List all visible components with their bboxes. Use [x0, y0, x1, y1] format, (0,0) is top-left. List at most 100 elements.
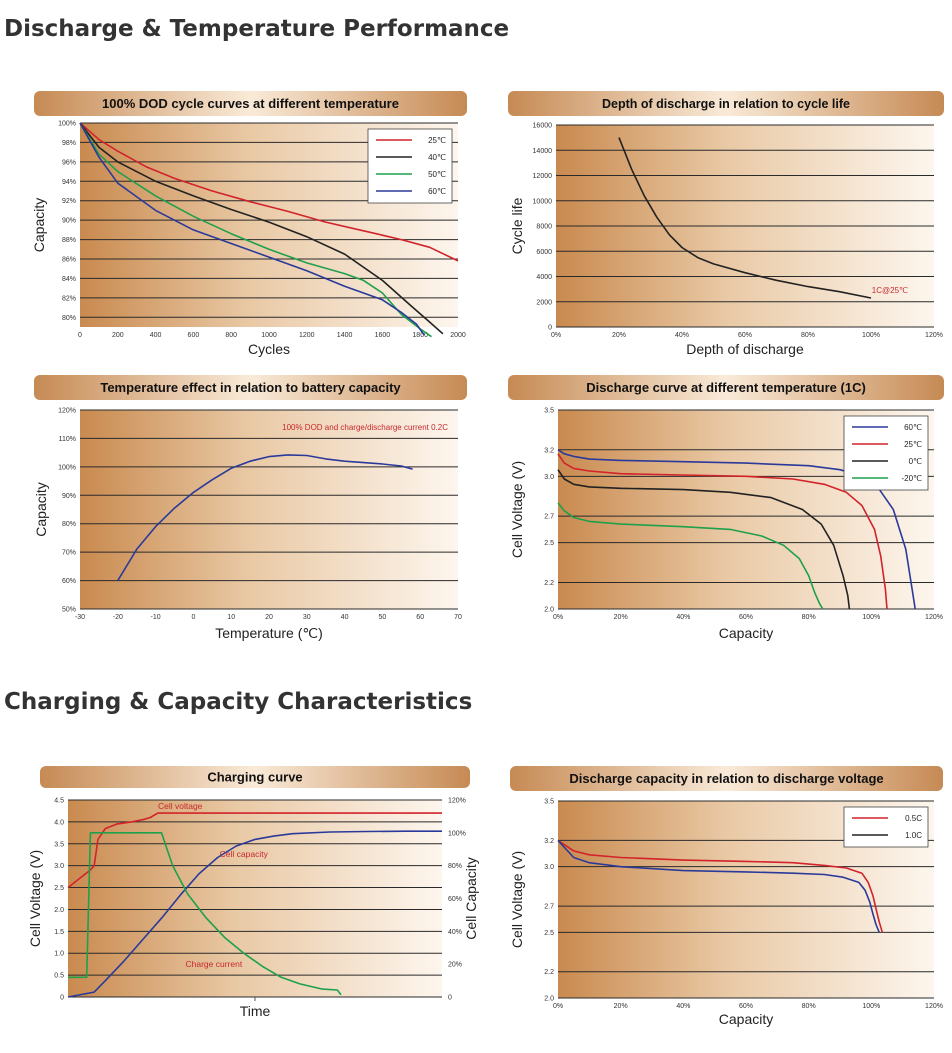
section-title-charging: Charging & Capacity Characteristics	[4, 689, 473, 715]
x-tick-label: -30	[75, 614, 85, 621]
series-line-1C@25℃	[618, 137, 872, 299]
chart-disc1c-svg: Discharge curve at different temperature…	[508, 375, 944, 641]
y-tick-label: 70%	[62, 550, 76, 557]
legend-label: -20℃	[901, 474, 922, 483]
y-axis-title: Capacity	[33, 482, 49, 536]
series-line-25℃	[79, 122, 459, 262]
y-axis-title: Cell Voltage (V)	[509, 461, 525, 558]
chart-temp-svg: Temperature effect in relation to batter…	[33, 375, 467, 641]
legend-label: 60℃	[428, 187, 446, 196]
y-tick-label: 2.7	[544, 514, 554, 521]
y-tick-label: 6000	[536, 249, 552, 256]
legend-label: 1.0C	[905, 831, 922, 840]
x-tick-label: 0%	[553, 1003, 563, 1010]
chart-cycle: 100% DOD cycle curves at different tempe…	[30, 90, 470, 360]
y-axis-title: Cell Voltage (V)	[27, 850, 43, 947]
series-line-25℃	[557, 453, 888, 610]
x-tick-label: 800	[225, 332, 237, 339]
legend-label: 0℃	[909, 457, 922, 466]
plot-area	[80, 410, 458, 609]
y-axis-title: Cell Voltage (V)	[509, 851, 525, 948]
x-tick-label: 100%	[862, 332, 880, 339]
series-line-0.5C	[557, 839, 884, 933]
legend-label: 0.5C	[905, 814, 922, 823]
x-tick-label: 0%	[553, 614, 563, 621]
series-line-1.0C	[557, 839, 880, 933]
plot-area	[68, 800, 442, 997]
y-tick-label: 3.0	[544, 864, 554, 871]
series-line-Cell voltage	[67, 812, 442, 889]
x-tick-label: -10	[151, 614, 161, 621]
y2-tick-label: 120%	[448, 798, 466, 805]
y-tick-label: 0	[548, 325, 552, 332]
x-tick-label: 100%	[862, 614, 880, 621]
x-tick-label: 1400	[337, 332, 353, 339]
x-tick-label: 200	[112, 332, 124, 339]
title-banner	[34, 91, 467, 116]
chart-disc1c: Discharge curve at different temperature…	[506, 373, 946, 645]
x-axis-title: Temperature (℃)	[215, 625, 323, 641]
y-tick-label: 4000	[536, 274, 552, 281]
label-cell-capacity: Cell capacity	[220, 849, 269, 859]
y-tick-label: 3.0	[54, 863, 64, 870]
x-tick-label: 0	[191, 614, 195, 621]
y2-tick-label: 40%	[448, 929, 462, 936]
x-tick-label: 10	[227, 614, 235, 621]
title-banner	[40, 766, 470, 788]
chart-charge-svg: Charging curve 0 0.5 1.0 1.5 2.0 2.5 3.0 3.5 4.0 4…	[27, 766, 479, 1019]
x-axis-title: Depth of discharge	[686, 341, 804, 357]
y-tick-label: 100%	[58, 121, 76, 128]
x-tick-label: 1000	[261, 332, 277, 339]
x-tick-label: 20%	[614, 614, 628, 621]
chart-title: Temperature effect in relation to batter…	[100, 380, 401, 395]
x-tick-label: 20%	[612, 332, 626, 339]
y-tick-label: 96%	[62, 159, 76, 166]
x-axis-title: Capacity	[719, 1011, 773, 1027]
x-tick-label: 120%	[925, 614, 943, 621]
y2-tick-label: 20%	[448, 962, 462, 969]
x-tick-label: 100%	[862, 1003, 880, 1010]
y-tick-label: 3.5	[544, 408, 554, 415]
chart-title: 100% DOD cycle curves at different tempe…	[102, 96, 399, 111]
chart-title: Charging curve	[207, 770, 302, 785]
x-tick-label: 60	[416, 614, 424, 621]
annotation: 1C@25℃	[872, 286, 908, 295]
legend-label: 60℃	[904, 423, 922, 432]
x-tick-label: 20%	[614, 1003, 628, 1010]
x-axis-title: Cycles	[248, 341, 290, 357]
title-banner	[508, 91, 944, 116]
y-tick-label: 98%	[62, 140, 76, 147]
y-tick-label: 12000	[533, 173, 553, 180]
chart-title: Discharge capacity in relation to discha…	[569, 771, 883, 786]
y-tick-label: 16000	[533, 123, 553, 130]
x-axis-title: Time	[240, 1003, 271, 1019]
x-tick-label: 2000	[450, 332, 466, 339]
title-banner	[34, 375, 467, 400]
y-tick-label: 80%	[62, 521, 76, 528]
y-tick-label: 90%	[62, 493, 76, 500]
series-line-Capacity	[117, 454, 413, 582]
y-tick-label: 3.2	[544, 447, 554, 454]
y-tick-label: 94%	[62, 179, 76, 186]
chart-dod-svg: Depth of discharge in relation to cycle …	[508, 91, 944, 357]
y-tick-label: 2.5	[544, 930, 554, 937]
legend-label: 40℃	[428, 153, 446, 162]
y2-tick-label: 100%	[448, 830, 466, 837]
annotation: 100% DOD and charge/discharge current 0.…	[282, 423, 448, 432]
y-tick-label: 3.0	[544, 474, 554, 481]
y-tick-label: 0	[60, 995, 64, 1002]
x-tick-label: 1800	[412, 332, 428, 339]
y-tick-label: 2.2	[544, 580, 554, 587]
series-line-60℃	[79, 122, 425, 336]
y-tick-label: 110%	[59, 436, 76, 443]
y-tick-label: 82%	[62, 295, 76, 302]
y-tick-label: 4.0	[54, 819, 64, 826]
y-tick-label: 120%	[58, 408, 76, 415]
y-tick-label: 2.0	[544, 607, 554, 614]
x-tick-label: 50	[379, 614, 387, 621]
series-line-Charge current	[68, 832, 342, 996]
label-charge-current: Charge current	[186, 959, 243, 969]
y2-tick-label: 80%	[448, 863, 462, 870]
y-tick-label: 2.5	[544, 540, 554, 547]
y2-tick-label: 60%	[448, 896, 462, 903]
